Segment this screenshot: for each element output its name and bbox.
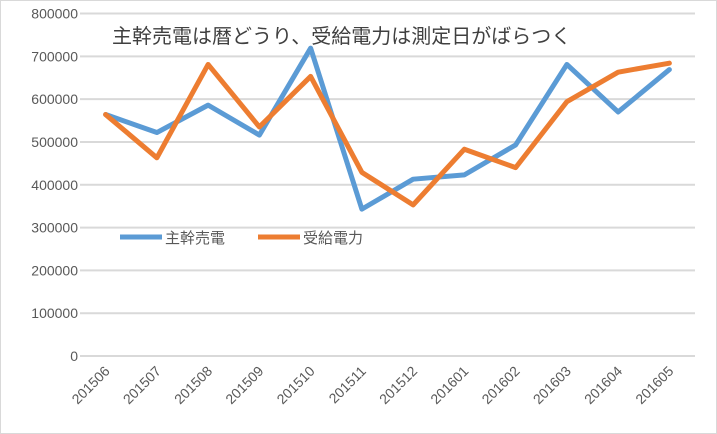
- y-tick-label: 800000: [31, 6, 78, 22]
- y-tick-label: 0: [70, 348, 78, 364]
- y-tick-label: 700000: [31, 48, 78, 64]
- y-tick-label: 300000: [31, 220, 78, 236]
- y-tick-label: 200000: [31, 262, 78, 278]
- y-tick-label: 500000: [31, 134, 78, 150]
- legend-label-0: 主幹売電: [165, 229, 225, 247]
- legend: 主幹売電 受給電力: [120, 229, 363, 247]
- series-line-1: [103, 60, 672, 208]
- y-tick-label: 100000: [31, 305, 78, 321]
- y-tick-label: 600000: [31, 91, 78, 107]
- chart-title: 主幹売電は暦どうり、受給電力は測定日がばらつく: [112, 24, 571, 48]
- y-tick-label: 400000: [31, 177, 78, 193]
- series-line-0: [103, 45, 672, 212]
- legend-label-1: 受給電力: [303, 229, 363, 247]
